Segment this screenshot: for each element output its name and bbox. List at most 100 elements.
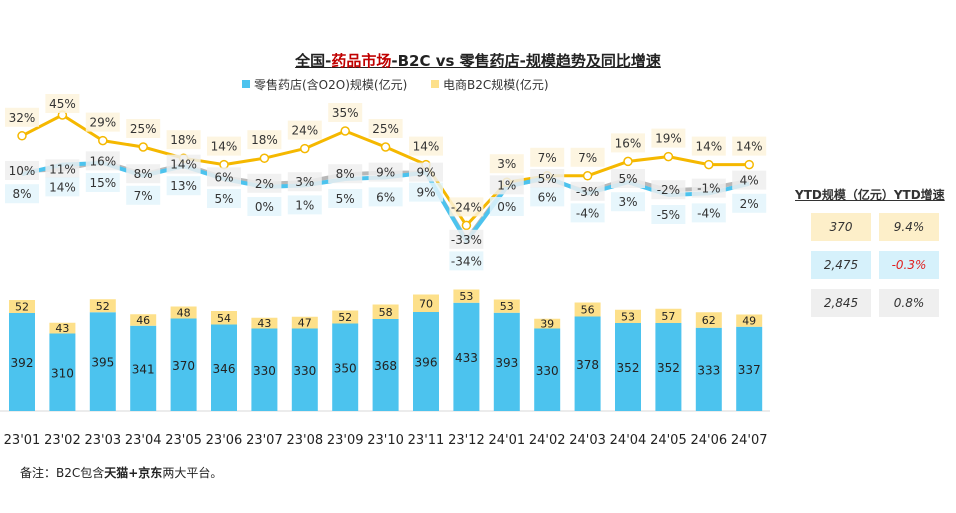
bar-label-retail: 310 — [51, 366, 74, 380]
line-label-bg — [328, 189, 363, 208]
line-point — [340, 126, 350, 136]
bar-label-retail: 333 — [697, 363, 720, 377]
line-point — [744, 159, 754, 170]
line-label: 2% — [255, 177, 274, 191]
line-label-bg — [85, 173, 120, 192]
ytd-growth: -0.3% — [879, 251, 939, 279]
line-label: 8% — [134, 167, 153, 181]
line-label-bg — [449, 229, 484, 249]
line-point — [138, 142, 148, 152]
line-label-bg — [691, 136, 726, 156]
line-label: 14% — [170, 158, 197, 172]
line-label: 16% — [89, 154, 116, 168]
bar-retail — [89, 312, 116, 411]
bar-label-b2c: 53 — [621, 310, 635, 323]
bar-b2c — [251, 317, 278, 329]
bar-retail — [453, 302, 480, 411]
line-label: -1% — [697, 182, 720, 196]
line-label: -5% — [657, 208, 680, 222]
line-label: 18% — [170, 133, 197, 147]
line-label-bg — [166, 154, 201, 174]
line-label: 9% — [416, 186, 435, 200]
title-part: -B2C vs 零售药店-规模趋势及同比增速 — [391, 52, 661, 70]
line-label-bg — [530, 187, 565, 207]
ytd-header: YTD规模（亿元）YTD增速 — [795, 188, 945, 202]
line-label-bg — [732, 170, 767, 190]
line-label-bg — [651, 128, 686, 148]
title-highlight: 药品市场 — [331, 52, 392, 70]
line-label-bg — [287, 172, 322, 192]
line-label: 8% — [12, 187, 31, 201]
line-point — [582, 171, 593, 181]
line-label: 15% — [89, 176, 116, 190]
title-part: 全国- — [295, 52, 332, 70]
bar-b2c — [332, 310, 359, 324]
line-label: 6% — [376, 190, 395, 204]
bar-retail — [615, 323, 641, 411]
x-tick-label: 24'07 — [731, 433, 768, 448]
line-label-bg — [368, 162, 403, 182]
line-label: 11% — [49, 162, 76, 176]
line-label: 14% — [695, 140, 722, 154]
bar-label-retail: 330 — [253, 364, 276, 378]
ytd-scale: 2,845 — [811, 289, 871, 317]
line-label-bg — [409, 182, 443, 202]
bar-b2c — [574, 302, 601, 317]
line-label: 18% — [251, 133, 278, 147]
line-label: 3% — [497, 157, 516, 171]
line-label: 7% — [538, 151, 557, 165]
bar-label-retail: 346 — [213, 362, 236, 376]
line-label: 6% — [538, 190, 557, 204]
x-tick-label: 24'01 — [488, 433, 525, 448]
bar-b2c — [453, 289, 480, 303]
legend-swatch-retail — [242, 80, 250, 88]
bar-retail — [211, 324, 237, 411]
bar-label-b2c: 58 — [379, 306, 393, 319]
bar-retail — [655, 323, 682, 411]
bar-b2c — [372, 304, 399, 319]
line-label-bg — [611, 133, 645, 153]
bar-label-retail: 330 — [536, 364, 559, 378]
line-label-bg — [409, 136, 443, 156]
line-label: -24% — [451, 200, 482, 214]
line-label-bg — [449, 251, 484, 271]
bar-label-b2c: 53 — [459, 290, 473, 303]
line-label-bg — [368, 119, 403, 138]
line-label: 14% — [211, 140, 238, 154]
note-text: 两大平台。 — [162, 466, 223, 480]
line-label-bg — [368, 187, 403, 207]
chart-title: 全国-药品市场-B2C vs 零售药店-规模趋势及同比增速 — [0, 50, 956, 71]
line-label: 25% — [372, 122, 399, 136]
x-tick-label: 23'09 — [327, 433, 364, 448]
line-label: 7% — [578, 151, 597, 165]
line-label-bg — [732, 136, 767, 156]
x-tick-label: 24'06 — [690, 433, 727, 448]
bar-label-b2c: 70 — [419, 297, 433, 310]
line-label-bg — [126, 119, 161, 138]
line-point — [461, 220, 472, 231]
line-label: -34% — [451, 254, 482, 268]
line-label-bg — [611, 169, 645, 188]
line-label-bg — [207, 189, 241, 208]
bar-label-b2c: 52 — [338, 311, 352, 324]
line-label-bg — [530, 147, 565, 167]
bar-label-retail: 350 — [334, 361, 357, 375]
line-label: -3% — [576, 185, 599, 199]
bar-b2c — [291, 316, 318, 329]
bar-retail — [49, 333, 76, 411]
line-label: 1% — [497, 178, 516, 192]
line-label-bg — [45, 177, 80, 197]
bar-label-b2c: 46 — [136, 314, 150, 327]
bar-label-b2c: 54 — [217, 312, 231, 325]
ytd-row: 2,475 -0.3% — [811, 251, 955, 279]
line-label: 45% — [49, 97, 76, 111]
bar-label-b2c: 43 — [55, 322, 69, 335]
line-label: 0% — [497, 200, 516, 214]
bar-label-retail: 337 — [738, 363, 761, 377]
bar-label-retail: 330 — [293, 364, 316, 378]
line-label-bg — [409, 162, 443, 182]
line-point — [98, 135, 108, 146]
line-label: 3% — [295, 175, 314, 189]
x-tick-label: 23'02 — [44, 433, 81, 448]
